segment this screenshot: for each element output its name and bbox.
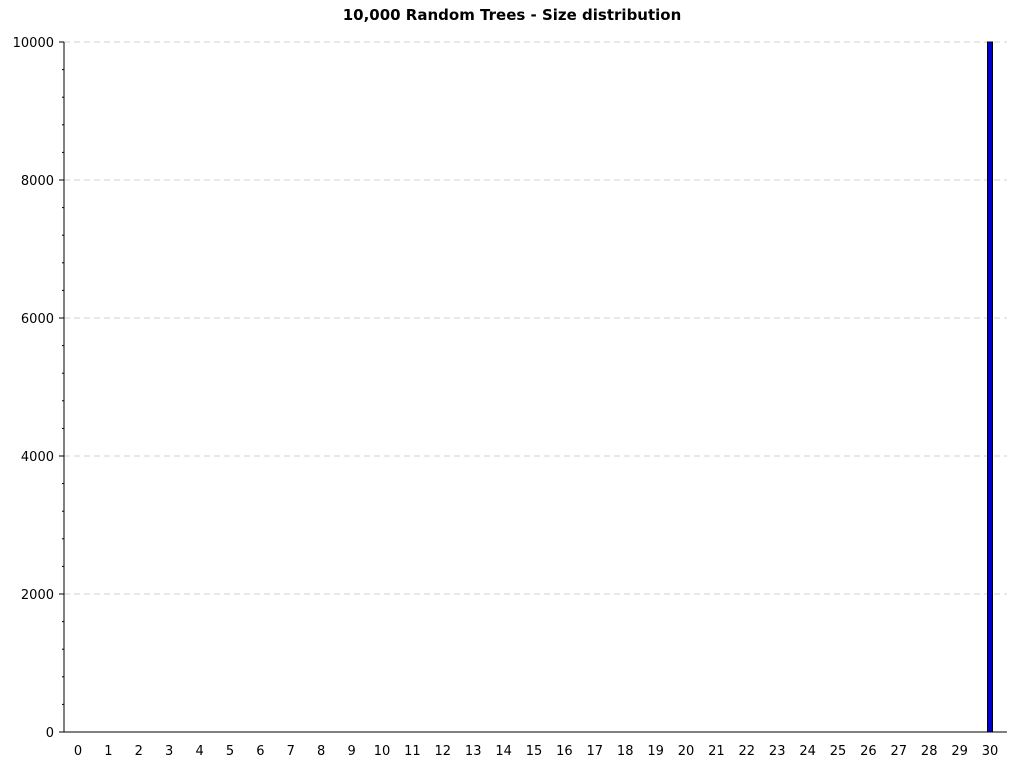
x-tick-label: 26 (860, 744, 877, 759)
x-tick-label: 28 (921, 744, 938, 759)
x-tick-label: 14 (495, 744, 512, 759)
x-tick-label: 29 (951, 744, 968, 759)
x-tick-label: 7 (287, 744, 295, 759)
y-tick-label: 0 (46, 726, 54, 741)
x-tick-label: 25 (830, 744, 847, 759)
bar-30 (987, 41, 993, 733)
x-tick-label: 21 (708, 744, 725, 759)
x-tick-label: 22 (739, 744, 756, 759)
x-tick-label: 13 (465, 744, 482, 759)
y-tick-label: 4000 (21, 450, 54, 465)
x-tick-label: 11 (404, 744, 421, 759)
grid-lines (64, 41, 1007, 595)
x-tick-label: 4 (195, 744, 203, 759)
x-tick-label: 20 (678, 744, 695, 759)
x-tick-label: 23 (769, 744, 786, 759)
y-tick-label: 2000 (21, 588, 54, 603)
x-tick-label: 10 (374, 744, 391, 759)
x-tick-label: 16 (556, 744, 573, 759)
x-tick-label: 9 (347, 744, 355, 759)
x-tick-label: 2 (135, 744, 143, 759)
x-tick-label: 12 (435, 744, 452, 759)
x-tick-label: 3 (165, 744, 173, 759)
x-tick-label: 6 (256, 744, 264, 759)
x-tick-label: 18 (617, 744, 634, 759)
x-tick-label: 0 (74, 744, 82, 759)
x-tick-label: 8 (317, 744, 325, 759)
x-tick-label: 19 (647, 744, 664, 759)
y-tick-label: 10000 (13, 36, 54, 51)
x-tick-label: 1 (104, 744, 112, 759)
y-axis-ticks: 0 2000 4000 6000 8000 10000 (13, 36, 64, 741)
x-tick-label: 15 (526, 744, 543, 759)
bars (987, 41, 993, 733)
axes (63, 42, 1007, 733)
y-tick-label: 8000 (21, 174, 54, 189)
x-tick-label: 24 (799, 744, 816, 759)
y-tick-label: 6000 (21, 312, 54, 327)
chart-title: 10,000 Random Trees - Size distribution (343, 6, 682, 24)
x-tick-label: 17 (587, 744, 604, 759)
x-axis-ticks: 0 1 2 3 4 5 6 7 8 9 10 11 12 13 14 15 16 17 18 19 20 21 22 23 24… (74, 744, 998, 759)
x-tick-label: 5 (226, 744, 234, 759)
x-tick-label: 30 (982, 744, 999, 759)
x-tick-label: 27 (891, 744, 908, 759)
